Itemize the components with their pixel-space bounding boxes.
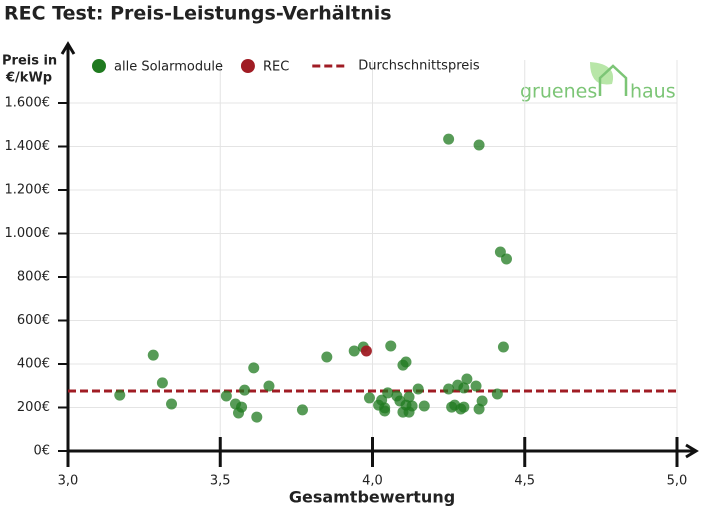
data-point — [403, 391, 415, 403]
logo: gruenes haus — [520, 62, 676, 103]
legend-label: Durchschnittspreis — [358, 59, 480, 74]
data-point — [461, 373, 473, 385]
y-tick-label: 0€ — [33, 444, 50, 459]
data-point — [400, 356, 412, 368]
chart-title: REC Test: Preis-Leistungs-Verhältnis — [4, 3, 392, 25]
data-point — [296, 404, 308, 416]
data-point — [473, 139, 485, 151]
data-point — [239, 384, 251, 396]
data-point — [497, 341, 509, 353]
data-point — [166, 398, 178, 410]
data-point — [458, 382, 470, 394]
data-point — [321, 351, 333, 363]
y-axis-arrow — [60, 41, 76, 55]
logo-text: gruenes — [520, 81, 597, 103]
data-point — [114, 389, 126, 401]
x-tick-label: 5,0 — [667, 474, 688, 489]
data-point — [363, 392, 375, 404]
data-point — [443, 133, 455, 145]
data-point — [500, 253, 512, 265]
data-point — [156, 377, 168, 389]
data-point — [248, 362, 260, 374]
data-point — [147, 349, 159, 361]
data-point — [406, 400, 418, 412]
data-point — [382, 387, 394, 399]
data-point — [379, 405, 391, 417]
legend-label: REC — [263, 60, 289, 75]
logo-text: haus — [630, 81, 676, 103]
y-axis-label: Preis in — [2, 54, 57, 69]
y-tick-label: 1.200€ — [5, 183, 51, 198]
legend-label: alle Solarmodule — [114, 60, 223, 75]
legend-marker — [240, 59, 255, 73]
data-point — [412, 383, 424, 395]
data-point — [385, 340, 397, 352]
x-tick-label: 4,0 — [362, 474, 383, 489]
logo-leaf — [590, 62, 614, 85]
legend-marker — [92, 59, 106, 73]
data-point — [251, 411, 263, 423]
x-axis-label: Gesamtbewertung — [289, 488, 455, 507]
y-axis-label: €/kWp — [5, 71, 52, 86]
x-tick-label: 4,5 — [514, 474, 535, 489]
x-tick-label: 3,0 — [58, 474, 79, 489]
data-point — [476, 395, 488, 407]
y-tick-label: 200€ — [17, 400, 50, 415]
x-tick-label: 3,5 — [210, 474, 231, 489]
y-tick-label: 600€ — [17, 313, 50, 328]
y-tick-label: 1.400€ — [5, 139, 51, 154]
data-point — [470, 380, 482, 392]
data-point — [491, 388, 503, 400]
data-point — [236, 401, 248, 413]
data-point — [220, 390, 232, 402]
y-tick-label: 1.000€ — [5, 226, 51, 241]
data-point — [360, 345, 372, 357]
data-point — [458, 401, 470, 413]
y-tick-label: 400€ — [17, 357, 50, 372]
y-tick-label: 1.600€ — [5, 96, 51, 111]
data-point — [443, 383, 455, 395]
y-tick-label: 800€ — [17, 270, 50, 285]
x-axis-arrow — [685, 443, 699, 459]
logo-house — [598, 64, 628, 96]
data-point — [263, 380, 275, 392]
data-point — [348, 345, 360, 357]
data-point — [418, 400, 430, 412]
